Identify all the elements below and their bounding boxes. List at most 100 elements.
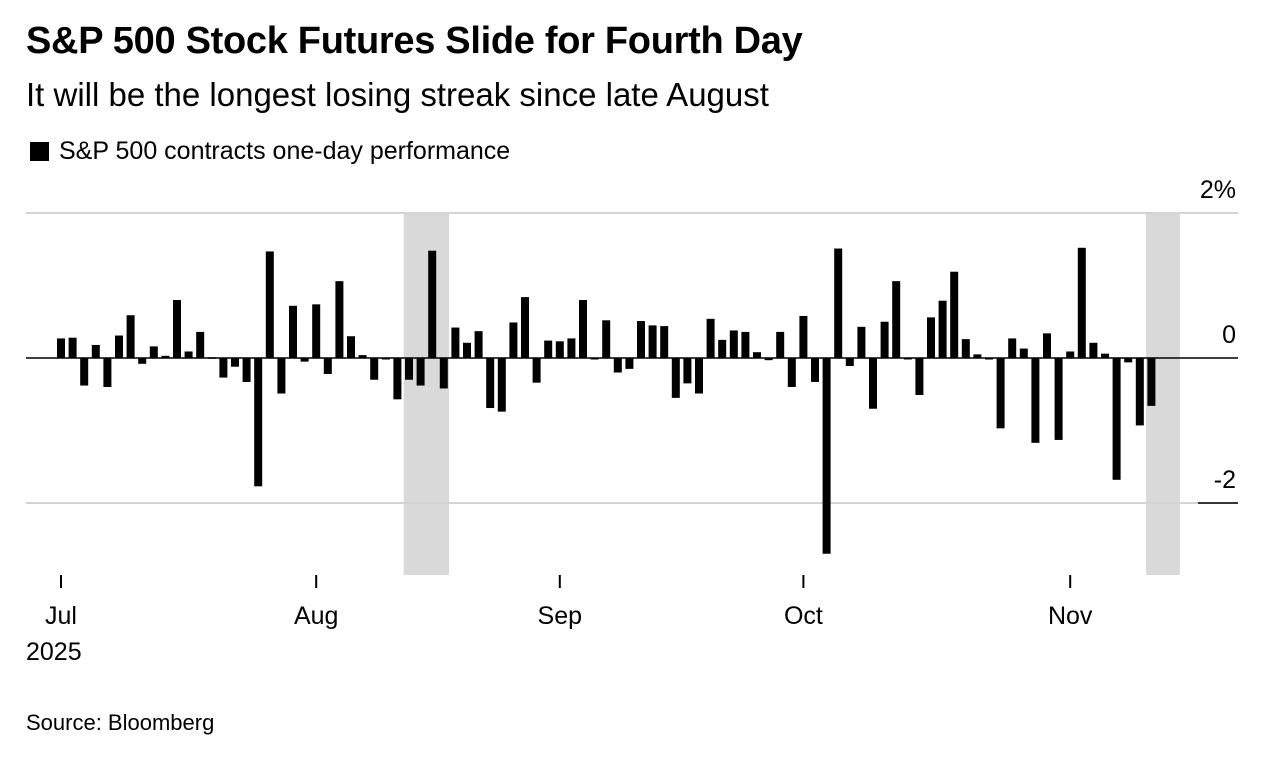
bar [567, 338, 576, 358]
bar [880, 321, 889, 358]
bar [439, 358, 448, 389]
bar [254, 358, 263, 487]
bar [718, 339, 727, 358]
bar [196, 331, 205, 358]
bar [416, 358, 425, 386]
x-tick-sublabel: 2025 [26, 638, 82, 666]
chart-title: S&P 500 Stock Futures Slide for Fourth D… [26, 20, 803, 62]
bar [799, 315, 808, 358]
bar [231, 358, 239, 367]
bar [509, 322, 518, 358]
bar [1147, 358, 1156, 406]
bar [1008, 338, 1017, 358]
bar [323, 358, 332, 374]
bar [184, 351, 193, 358]
bar [1031, 358, 1040, 443]
bar [845, 358, 854, 366]
bar [1077, 247, 1086, 358]
bar [961, 339, 970, 358]
bar [370, 358, 379, 380]
bar [393, 358, 402, 400]
highlight-band-1 [403, 212, 450, 575]
bar [91, 344, 100, 358]
bar [579, 300, 587, 358]
bar [753, 352, 761, 358]
bar [869, 358, 877, 409]
bar [555, 341, 564, 358]
bar [764, 358, 773, 361]
bar [1112, 358, 1121, 480]
bar [729, 330, 738, 358]
bar [300, 358, 309, 362]
bar [289, 305, 297, 358]
bar [126, 315, 135, 358]
bar [602, 320, 611, 358]
y-tick-label: 2% [1200, 176, 1236, 204]
bar [219, 358, 228, 378]
bar [613, 358, 622, 373]
bar [996, 358, 1005, 429]
x-tick-label: Sep [538, 602, 582, 630]
bar [776, 331, 785, 358]
bar [915, 358, 924, 395]
x-tick-label: Oct [784, 602, 823, 630]
bar [138, 358, 147, 364]
bar [474, 331, 483, 358]
bar [486, 358, 495, 409]
bar [648, 325, 657, 358]
bar [811, 358, 819, 382]
bar [741, 331, 750, 358]
bar [428, 250, 437, 358]
bar [1019, 348, 1028, 358]
bar [463, 342, 471, 358]
bar [637, 321, 645, 358]
bar [358, 355, 367, 358]
bar [242, 358, 251, 382]
bar [277, 358, 286, 394]
bar [1089, 342, 1098, 358]
x-tick-label: Jul [45, 602, 77, 630]
bar [892, 281, 901, 358]
bar [1124, 358, 1133, 363]
bar [161, 355, 170, 358]
bar [1043, 333, 1051, 358]
bar [660, 326, 669, 358]
legend-label: S&P 500 contracts one-day performance [59, 137, 511, 165]
bar [80, 358, 89, 386]
bar [706, 318, 715, 358]
bar [938, 300, 947, 358]
bar [335, 281, 344, 358]
bar [625, 358, 634, 369]
bar [405, 358, 413, 380]
bar [347, 336, 355, 358]
y-tick-label: 0 [1222, 321, 1236, 349]
bar [497, 358, 506, 412]
bar [671, 358, 680, 398]
bar [115, 335, 123, 358]
source-note: Source: Bloomberg [26, 710, 215, 735]
bar [927, 317, 935, 358]
bar [173, 300, 181, 358]
x-tick-label: Nov [1048, 602, 1093, 630]
bar [103, 358, 112, 387]
bar [57, 338, 65, 358]
bar [857, 326, 866, 358]
bar [265, 251, 274, 358]
bar [1066, 351, 1075, 358]
bar [68, 337, 77, 358]
bar [1135, 358, 1144, 426]
bar [149, 346, 158, 358]
legend: S&P 500 contracts one-day performance [30, 137, 510, 166]
bar [312, 304, 321, 358]
bar [451, 327, 460, 358]
x-tick-label: Aug [294, 602, 338, 630]
bar [1101, 353, 1109, 358]
bar [950, 271, 959, 358]
y-tick-label: -2 [1214, 466, 1236, 494]
bar [973, 354, 982, 358]
bar [544, 340, 553, 358]
bar [532, 358, 541, 383]
chart-subtitle: It will be the longest losing streak sin… [26, 76, 769, 113]
bar [787, 358, 796, 387]
